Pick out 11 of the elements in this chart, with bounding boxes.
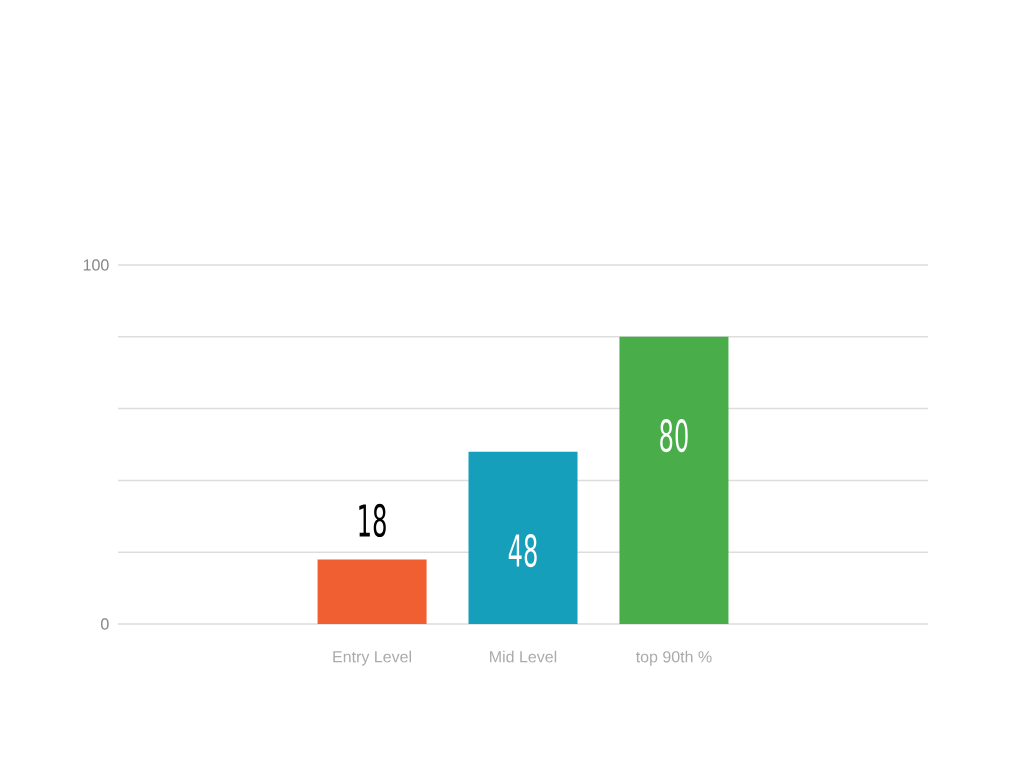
bar	[468, 451, 578, 624]
bar	[317, 559, 427, 624]
x-tick-label: Entry Level	[333, 650, 411, 666]
x-tick-label: top 90th %	[635, 650, 712, 666]
y-tick-label: 100	[83, 259, 109, 271]
data-label: 18	[359, 503, 386, 538]
data-label: 80	[660, 419, 688, 453]
bar	[619, 336, 729, 624]
y-tick-label: 0	[101, 618, 109, 630]
data-label: 48	[508, 533, 537, 568]
x-tick-label: Mid Level	[490, 650, 557, 663]
